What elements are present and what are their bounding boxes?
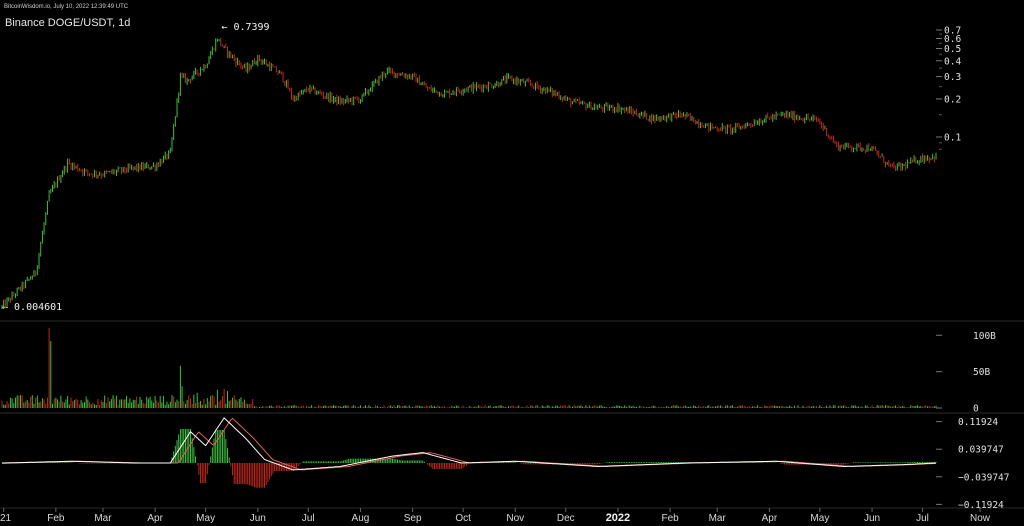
time-label: Apr — [762, 513, 778, 524]
watermark: BitcoinWisdom.io, July 10, 2022 12:39:49… — [4, 4, 129, 10]
time-label: Jul — [302, 513, 315, 524]
time-label: Mar — [709, 513, 727, 524]
price-tick-label: 0.2 — [944, 94, 961, 105]
time-label: Nov — [506, 513, 524, 524]
panel-frames — [0, 320, 1024, 509]
time-label: Mar — [94, 513, 112, 524]
time-label: Aug — [352, 513, 370, 524]
time-label: 2022 — [606, 512, 630, 524]
low-annotation: ← 0.004601 — [2, 302, 62, 313]
time-label: Feb — [47, 513, 65, 524]
price-tick-label: 0.4 — [944, 56, 961, 67]
time-label: Oct — [455, 513, 471, 524]
macd-tick-label: 0.11924 — [958, 417, 998, 428]
macd-panel — [1, 417, 937, 488]
macd-signal-line — [2, 417, 937, 471]
volume-bars — [1, 328, 937, 408]
macd-tick-label: −0.039747 — [958, 472, 1009, 483]
time-label: May — [196, 513, 215, 524]
time-label: Sep — [404, 513, 422, 524]
price-tick-label: 0.5 — [944, 44, 961, 55]
volume-tick-label: 0 — [973, 404, 979, 415]
time-label: Jul — [916, 513, 929, 524]
price-tick-label: 0.1 — [944, 133, 961, 144]
time-label: Dec — [557, 513, 575, 524]
price-tick-label: 0.7 — [944, 26, 961, 37]
time-label: Now — [970, 513, 991, 524]
time-label: Apr — [147, 513, 163, 524]
chart-title: Binance DOGE/USDT, 1d — [5, 17, 130, 29]
price-axis: 0.70.60.50.4 0.3 0.2 0.1 — [936, 26, 961, 150]
macd-tick-label: 0.039747 — [958, 445, 1004, 456]
price-tick-label: 0.6 — [944, 34, 961, 45]
time-label: Jun — [864, 513, 880, 524]
macd-tick-label: −0.11924 — [958, 500, 1004, 511]
volume-tick-label: 50B — [973, 367, 990, 378]
macd-line — [2, 417, 937, 471]
time-label: Jun — [250, 513, 266, 524]
volume-axis: 100B 50B 0 — [936, 331, 996, 415]
time-label: Feb — [661, 513, 679, 524]
time-label: May — [810, 513, 829, 524]
price-candles — [1, 37, 937, 309]
high-annotation: ← 0.7399 — [221, 22, 269, 33]
volume-tick-label: 100B — [973, 331, 996, 342]
time-axis: 21 Feb Mar Apr May Jun Jul Aug Sep Oct Nov Dec 2022 F… — [0, 508, 991, 524]
macd-axis: 0.11924 0.039747 −0.039747 −0.11924 — [936, 417, 1009, 511]
time-label: 21 — [0, 513, 12, 524]
price-tick-label: 0.3 — [944, 72, 961, 83]
